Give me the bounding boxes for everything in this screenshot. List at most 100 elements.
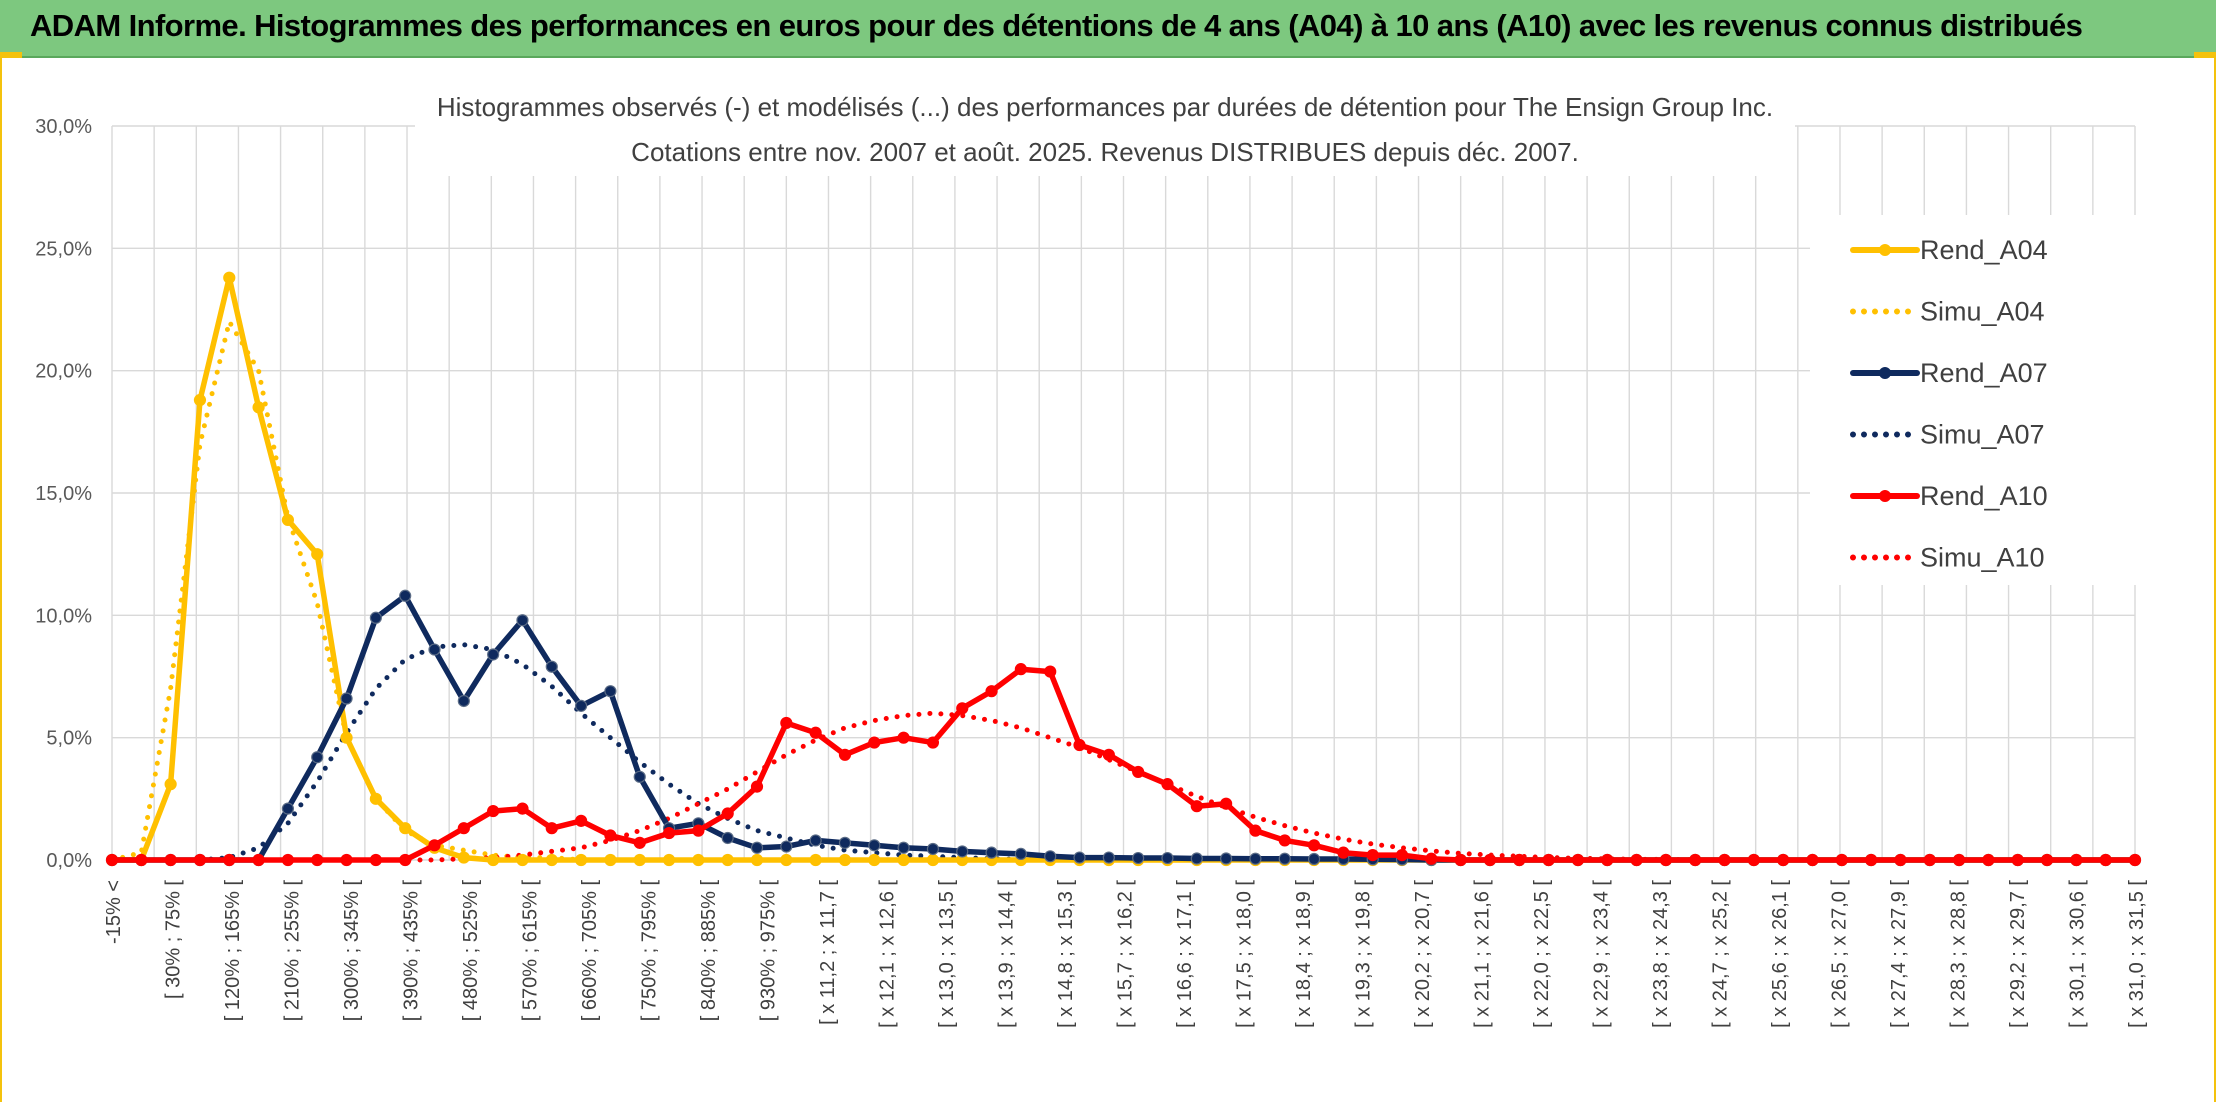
x-tick-label: [ x 15,7 ; x 16,2 [ [1115, 880, 1137, 1028]
data-point-rend_a04 [164, 778, 177, 791]
chart-frame [0, 58, 2216, 1102]
data-point-rend_a10 [1278, 834, 1291, 847]
data-point-rend_a04 [809, 853, 822, 867]
data-point-rend_a10 [1806, 853, 1819, 867]
legend: Rend_A04 Simu_A04 Rend_A07 Simu_A07 Rend_A10… [1810, 215, 2140, 585]
data-point-rend_a10 [1513, 853, 1526, 867]
data-point-rend_a10 [1190, 800, 1203, 813]
x-tick-label: [ x 23,8 ; x 24,3 [ [1650, 880, 1672, 1028]
report-banner: ADAM Informe. Histogrammes des performan… [0, 0, 2216, 58]
corner-tab-right [2194, 52, 2216, 58]
data-point-rend_a10 [1630, 853, 1643, 867]
data-point-rend_a07 [633, 770, 646, 783]
data-point-rend_a07 [1073, 851, 1086, 864]
data-point-rend_a10 [1865, 853, 1878, 867]
data-point-rend_a10 [633, 836, 646, 849]
data-point-rend_a04 [575, 853, 588, 867]
y-tick-label: 30,0% [35, 116, 92, 138]
data-point-rend_a10 [721, 807, 734, 820]
data-point-rend_a07 [575, 699, 588, 712]
x-tick-label: [ x 22,0 ; x 22,5 [ [1531, 880, 1553, 1028]
data-point-rend_a07 [1044, 850, 1057, 863]
data-point-rend_a07 [1014, 847, 1027, 860]
legend-background [1810, 215, 2140, 585]
data-point-rend_a07 [985, 846, 998, 859]
data-point-rend_a04 [750, 853, 764, 867]
x-tick-label: [ x 17,5 ; x 18,0 [ [1234, 880, 1256, 1028]
data-point-rend_a07 [1102, 851, 1115, 864]
legend-label-simu_a10: Simu_A10 [1920, 543, 2045, 573]
data-point-rend_a04 [399, 822, 412, 835]
data-point-rend_a10 [1454, 853, 1467, 867]
data-point-rend_a10 [1161, 778, 1174, 791]
data-point-rend_a04 [193, 393, 207, 407]
x-tick-label: [ x 24,7 ; x 25,2 [ [1710, 880, 1732, 1028]
data-point-rend_a10 [750, 780, 764, 793]
data-point-rend_a10 [164, 853, 177, 867]
x-tick-label: [ x 27,4 ; x 27,9 [ [1888, 880, 1910, 1028]
data-point-rend_a10 [1307, 839, 1321, 852]
x-tick-label: [ 480% ; 525% [ [460, 880, 482, 1022]
legend-label-rend_a04: Rend_A04 [1920, 235, 2048, 265]
data-point-rend_a10 [1689, 853, 1702, 867]
data-point-rend_a04 [633, 853, 646, 867]
data-point-rend_a10 [1014, 663, 1027, 676]
x-tick-label: [ x 11,2 ; x 11,7 [ [817, 880, 839, 1025]
data-point-rend_a10 [662, 826, 676, 840]
y-tick-label: 5,0% [46, 728, 92, 750]
data-point-rend_a04 [721, 853, 734, 867]
data-point-rend_a07 [926, 842, 940, 856]
data-point-rend_a10 [809, 726, 822, 739]
data-point-rend_a10 [2070, 853, 2083, 867]
y-tick-label: 10,0% [35, 605, 92, 627]
data-point-rend_a10 [135, 853, 148, 867]
data-point-rend_a07 [838, 836, 852, 849]
data-point-rend_a10 [1366, 849, 1379, 862]
chart-title-block: Histogrammes observés (-) et modélisés (… [415, 86, 1795, 176]
x-tick-label: [ 840% ; 885% [ [698, 880, 720, 1022]
data-point-rend_a07 [956, 845, 969, 858]
data-point-rend_a10 [1220, 797, 1233, 810]
data-point-rend_a10 [311, 853, 324, 867]
data-point-rend_a10 [1835, 853, 1848, 867]
data-point-rend_a10 [1249, 824, 1262, 837]
data-point-rend_a10 [2099, 853, 2112, 867]
data-point-rend_a10 [1073, 738, 1086, 752]
x-tick-label: [ x 12,1 ; x 12,6 [ [877, 880, 899, 1028]
y-axis-ticks: 0,0% 5,0% 10,0% 15,0% 20,0% 25,0% 30,0% [35, 116, 92, 872]
data-point-rend_a10 [1483, 853, 1497, 867]
data-point-rend_a07 [780, 840, 793, 853]
title-background [415, 86, 1795, 176]
x-tick-label: [ 30% ; 75% [ [163, 880, 185, 999]
data-point-rend_a10 [1718, 853, 1731, 867]
data-point-rend_a10 [692, 824, 705, 837]
data-point-rend_a10 [1425, 852, 1438, 865]
grid-layer [111, 125, 2136, 861]
x-tick-label: [ x 21,1 ; x 21,6 [ [1472, 880, 1494, 1028]
x-tick-label: [ x 29,2 ; x 29,7 [ [2007, 880, 2029, 1028]
data-point-rend_a04 [868, 853, 881, 867]
legend-label-rend_a07: Rend_A07 [1920, 358, 2048, 388]
data-point-rend_a10 [369, 853, 382, 867]
data-point-rend_a10 [223, 853, 236, 867]
data-point-rend_a04 [838, 853, 852, 867]
data-point-rend_a04 [897, 853, 910, 867]
data-point-rend_a04 [281, 513, 295, 527]
x-tick-label: [ x 20,2 ; x 20,7 [ [1412, 880, 1434, 1028]
y-tick-label: 0,0% [46, 850, 92, 872]
banner-title: ADAM Informe. Histogrammes des performan… [30, 8, 2083, 43]
y-tick-label: 20,0% [35, 361, 92, 383]
x-tick-label: [ x 28,3 ; x 28,8 [ [1948, 880, 1970, 1028]
x-tick-label: [ 930% ; 975% [ [758, 880, 780, 1022]
x-tick-label: [ x 25,6 ; x 26,1 [ [1769, 880, 1791, 1028]
data-point-rend_a04 [692, 853, 705, 867]
data-point-rend_a07 [750, 841, 764, 854]
data-point-rend_a07 [868, 839, 881, 852]
legend-marker [1879, 490, 1891, 502]
x-tick-label: [ 660% ; 705% [ [579, 880, 601, 1022]
data-point-rend_a07 [897, 841, 910, 854]
data-point-rend_a10 [956, 702, 969, 715]
x-axis-ticks: -15% < [ 30% ; 75% [[ 120% ; 165% [[ 210%… [103, 880, 2148, 1028]
y-tick-label: 25,0% [35, 238, 92, 260]
data-point-rend_a10 [868, 736, 881, 749]
